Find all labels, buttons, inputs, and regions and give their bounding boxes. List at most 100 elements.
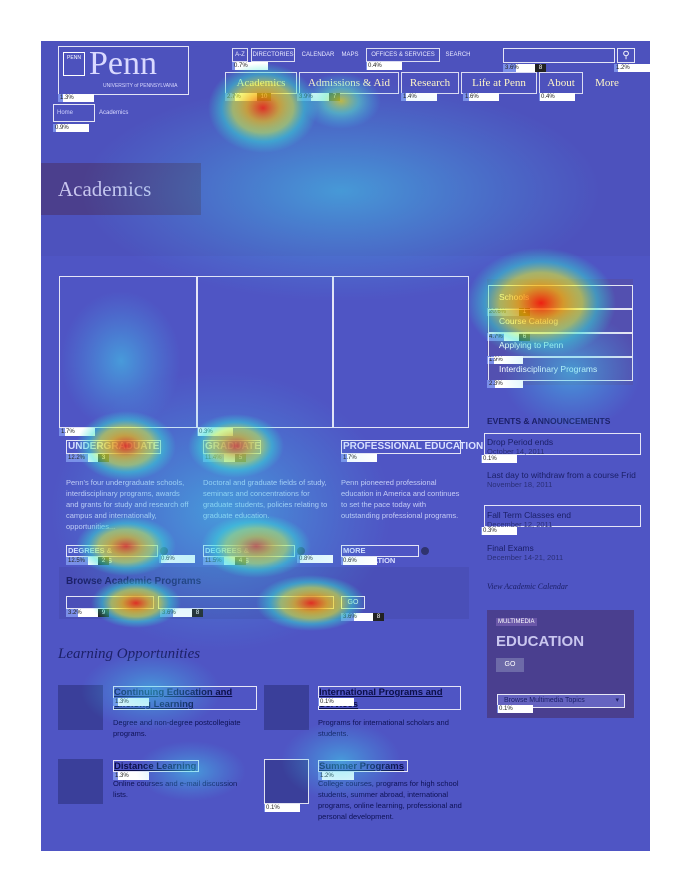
chevron-down-icon: ▾ bbox=[615, 697, 619, 704]
browse-select-program[interactable] bbox=[158, 596, 334, 609]
desc-distance: Online courses and e-mail discussion lis… bbox=[113, 779, 238, 799]
click-pct: 3.6% bbox=[341, 613, 377, 621]
click-pct: 0.1% bbox=[481, 455, 517, 463]
photo-undergraduate[interactable] bbox=[59, 276, 197, 428]
event-fall-term[interactable] bbox=[484, 505, 641, 527]
top-link-directories[interactable]: DIRECTORIES bbox=[251, 48, 295, 62]
event-item: Fall Term Classes end December 12, 2011 bbox=[487, 510, 571, 529]
event-item: Drop Period ends October 14, 2011 bbox=[487, 437, 554, 456]
thumb-summer[interactable] bbox=[264, 759, 309, 804]
rank-badge: 4 bbox=[235, 557, 246, 565]
click-pct: 11.4% bbox=[203, 454, 239, 462]
rank-badge: 3 bbox=[98, 454, 109, 462]
rank-badge: 7 bbox=[329, 93, 340, 101]
logo-wordmark: Penn bbox=[89, 45, 157, 82]
click-pct: 2.7% bbox=[225, 93, 261, 101]
nav-research[interactable]: Research bbox=[401, 72, 459, 94]
logo-subtitle: UNIVERSITY of PENNSYLVANIA bbox=[103, 83, 178, 89]
breadcrumb-current: Academics bbox=[99, 110, 129, 116]
rank-badge: 8 bbox=[373, 613, 384, 621]
link-summer[interactable]: Summer Programs bbox=[318, 760, 408, 772]
click-pct: 3.2% bbox=[66, 609, 102, 617]
event-item[interactable]: Last day to withdraw from a course Frid N… bbox=[487, 470, 636, 489]
heading-undergraduate[interactable]: UNDERGRADUATE bbox=[66, 440, 161, 454]
sidebar-link-catalog[interactable]: Course Catalog bbox=[488, 309, 633, 333]
photo-professional[interactable] bbox=[333, 276, 469, 428]
click-pct: 12.5% bbox=[66, 557, 102, 565]
click-pct: 3.9% bbox=[297, 93, 333, 101]
thumb-continuing[interactable] bbox=[58, 685, 103, 730]
browse-go-button[interactable]: GO bbox=[341, 596, 365, 609]
nav-admissions[interactable]: Admissions & Aid bbox=[299, 72, 399, 94]
click-pct: 0.1% bbox=[318, 698, 354, 706]
browse-select-school[interactable] bbox=[66, 596, 154, 609]
breadcrumb-home[interactable]: Home bbox=[53, 104, 95, 122]
click-pct: 0.6% bbox=[341, 557, 377, 565]
click-pct: 0.3% bbox=[197, 428, 233, 436]
click-pct: 0.3% bbox=[481, 527, 517, 535]
top-link-calendar[interactable]: CALENDAR bbox=[301, 52, 335, 58]
click-pct: 0.6% bbox=[159, 555, 195, 563]
top-link-search[interactable]: SEARCH bbox=[445, 52, 471, 58]
desc-summer: College courses, programs for high schoo… bbox=[318, 779, 462, 821]
link-prof-info[interactable]: MORE INFORMATION bbox=[341, 545, 419, 565]
click-pct: 12.2% bbox=[66, 454, 102, 462]
shield-icon: PENN bbox=[63, 52, 85, 76]
rank-badge: 9 bbox=[98, 609, 109, 617]
multimedia-label: MULTIMEDIA bbox=[496, 618, 537, 626]
multimedia-go-button[interactable]: GO bbox=[496, 658, 524, 672]
penn-logo[interactable]: PENN Penn UNIVERSITY of PENNSYLVANIA bbox=[58, 45, 189, 95]
click-pct: 1.2% bbox=[614, 64, 650, 72]
link-distance[interactable]: Distance Learning bbox=[113, 760, 199, 772]
click-pct: 1.7% bbox=[59, 428, 95, 436]
view-calendar-link[interactable]: View Academic Calendar bbox=[487, 582, 569, 591]
hero-title: Academics bbox=[58, 177, 152, 201]
heading-professional[interactable]: PROFESSIONAL EDUCATION bbox=[341, 440, 484, 454]
heading-graduate[interactable]: GRADUATE bbox=[203, 440, 261, 454]
event-item[interactable]: Final Exams December 14-21, 2011 bbox=[487, 543, 564, 562]
top-link-az[interactable]: A-Z bbox=[232, 48, 248, 62]
photo-graduate[interactable] bbox=[197, 276, 333, 428]
click-pct: 2.3% bbox=[487, 380, 523, 388]
search-button[interactable]: ⚲ bbox=[617, 48, 635, 63]
top-link-offices[interactable]: OFFICES & SERVICES bbox=[366, 48, 440, 62]
top-link-maps[interactable]: MAPS bbox=[341, 52, 359, 58]
click-pct: 0.1% bbox=[497, 705, 533, 713]
event-drop-period[interactable] bbox=[484, 433, 641, 455]
thumb-international[interactable] bbox=[264, 685, 309, 730]
click-pct: 11.5% bbox=[203, 557, 239, 565]
click-pct: 0.8% bbox=[297, 555, 333, 563]
arrow-right-icon bbox=[160, 547, 168, 555]
nav-life[interactable]: Life at Penn bbox=[461, 72, 537, 94]
click-pct: 0.4% bbox=[366, 62, 402, 70]
sidebar-link-interdisciplinary[interactable]: Interdisciplinary Programs bbox=[488, 357, 633, 381]
thumb-distance[interactable] bbox=[58, 759, 103, 804]
link-ug-degrees[interactable]: DEGREES & PROGRAMS bbox=[66, 545, 158, 565]
browse-panel bbox=[59, 567, 469, 619]
sidebar-link-schools[interactable]: Schools bbox=[488, 285, 633, 309]
nav-more[interactable]: More bbox=[595, 77, 619, 89]
nav-about[interactable]: About bbox=[539, 72, 583, 94]
click-pct: 1.7% bbox=[341, 454, 377, 462]
click-pct: 1.4% bbox=[401, 93, 437, 101]
rank-badge: 10 bbox=[257, 93, 271, 101]
click-pct: 0.9% bbox=[53, 124, 89, 132]
click-pct: 0.7% bbox=[232, 62, 268, 70]
arrow-right-icon bbox=[421, 547, 429, 555]
click-pct: 1.6% bbox=[463, 93, 499, 101]
rank-badge: 5 bbox=[235, 454, 246, 462]
search-input[interactable] bbox=[503, 48, 615, 63]
click-pct: 1.3% bbox=[113, 698, 149, 706]
rank-badge: 2 bbox=[98, 557, 109, 565]
desc-continuing-ed: Degree and non-degree postcollegiate pro… bbox=[113, 718, 241, 738]
sidebar-link-applying[interactable]: Applying to Penn bbox=[488, 333, 633, 357]
click-pct: 3.6% bbox=[503, 64, 539, 72]
text-undergraduate: Penn's four undergraduate schools, inter… bbox=[66, 478, 189, 531]
link-grad-degrees[interactable]: DEGREES & PROGRAMS bbox=[203, 545, 295, 565]
multimedia-topics-select[interactable]: Browse Multimedia Topics ▾ bbox=[497, 694, 625, 708]
nav-academics[interactable]: Academics bbox=[225, 72, 297, 94]
click-pct: 1.3% bbox=[113, 772, 149, 780]
rank-badge: 8 bbox=[192, 609, 203, 617]
browse-heading: Browse Academic Programs bbox=[66, 576, 202, 587]
events-heading: EVENTS & ANNOUNCEMENTS bbox=[487, 416, 611, 426]
